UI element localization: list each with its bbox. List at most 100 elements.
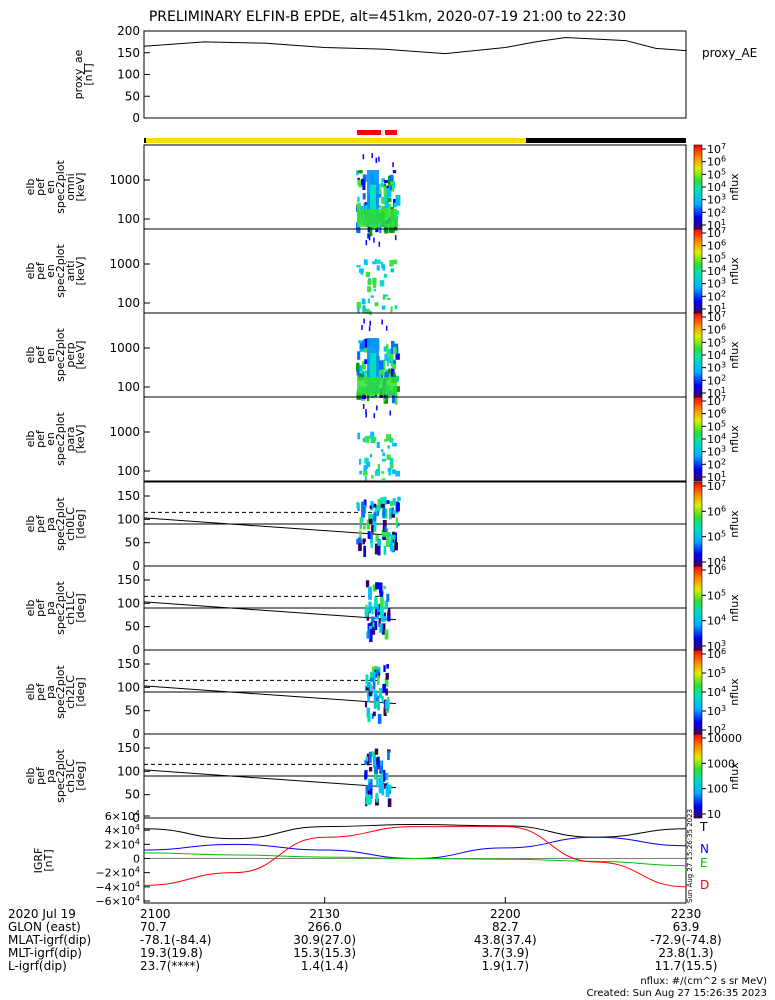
pitch-1-colorbar-tick-label: 103 [707, 639, 726, 653]
units-note: nflux: #/(cm^2 s sr MeV) [640, 976, 767, 987]
pitch-0-pixel [391, 507, 395, 515]
xaxis-row-label-1: GLON (east) [8, 920, 81, 934]
pitch-2-ylabel-line-4: ch2LC [64, 675, 77, 709]
spectrogram-2-colorbar-tick-label: 106 [707, 323, 726, 337]
spectrogram-1-colorbar-tick-label: 106 [707, 239, 726, 253]
spectrogram-3-pixel [387, 467, 392, 472]
pitch-0-ytick-label: 100 [117, 512, 140, 526]
xaxis-row-label-3: MLT-igrf(dip) [8, 946, 82, 960]
pitch-1-ylabel-line-5: [deg] [74, 593, 87, 622]
pitch-1-pixel [372, 584, 377, 592]
spectrogram-0-pixel [381, 196, 386, 204]
pitch-0-pixel [362, 525, 366, 530]
pitch-0-loss-cone [143, 517, 397, 537]
pitch-3-pixel [369, 788, 373, 799]
spectrogram-0-pixel [383, 186, 387, 197]
pitch-2-pixel [384, 678, 389, 687]
pitch-0-pixel [388, 507, 392, 520]
pitch-1-pixel [384, 629, 389, 640]
pitch-0-pixel [363, 499, 367, 508]
pitch-0-pixel [368, 518, 373, 524]
pitch-1-pixel [377, 610, 382, 616]
spectrogram-3-sparse [376, 405, 378, 411]
spectrogram-3-pixel [359, 458, 362, 465]
pitch-1-pixel [374, 620, 378, 630]
spectrogram-1-sparse [394, 235, 397, 241]
spectrogram-2-low [357, 377, 397, 395]
spectrogram-1-ylabel-line-0: elb [24, 263, 37, 280]
spectrogram-2-pixel [391, 340, 395, 349]
pitch-0-pixel [382, 512, 386, 519]
pitch-0-ylabel-line-2: pa [44, 517, 57, 531]
spectrogram-0-pixel [356, 226, 361, 234]
pitch-2-pixel [384, 700, 388, 710]
spectrogram-0-colorbar-tick-label: 102 [707, 205, 726, 219]
spectrogram-2-pixel [361, 371, 365, 380]
pitch-1-pixel [383, 585, 386, 590]
spectrogram-0-ylabel-line-4: omni [64, 173, 77, 200]
pitch-0-colorbar-bar [693, 481, 703, 567]
pitch-0-colorbar-tick-label: 104 [707, 555, 726, 569]
spectrogram-0-pixel [388, 203, 391, 210]
spectrogram-3-colorbar-tick-label: 102 [707, 457, 726, 471]
pitch-0-pixel [369, 513, 374, 523]
pitch-1-pixel [379, 582, 383, 593]
spectrogram-0-ylabel-line-3: spec2plot [54, 160, 67, 214]
pitch-3-pixel [373, 767, 378, 780]
pitch-1-pixel [367, 628, 371, 639]
spectrogram-0-colorbar-label: nflux [728, 173, 741, 201]
spectrogram-2-sparse [381, 319, 383, 325]
pitch-0-pixel [374, 543, 379, 555]
spectrogram-0-pixel [395, 194, 401, 206]
spectrogram-1-pixel [356, 301, 361, 309]
igrf-ytick-label: 2×104 [105, 837, 140, 851]
pitch-0-pixel [359, 530, 362, 538]
spectrogram-1-pixel [379, 280, 385, 287]
spectrogram-2-pixel [356, 392, 361, 400]
spectrogram-3-pixel [389, 462, 394, 469]
pitch-0-pixel [358, 541, 362, 548]
spectrogram-1-data [356, 233, 398, 316]
spectrogram-3-sparse [373, 413, 376, 419]
pitch-3-pixel [375, 793, 379, 803]
spectrogram-3-pixel [369, 453, 373, 458]
pitch-3-colorbar-tick-label: 1000 [707, 757, 735, 770]
spectrogram-2-sparse [363, 318, 365, 324]
pitch-2-pixel [364, 700, 368, 708]
spectrogram-2-ylabel-line-5: [keV] [74, 341, 87, 370]
pitch-0-pixel [363, 545, 367, 558]
spectrogram-2-ylabel-line-4: perp [64, 342, 77, 367]
spectrogram-2-pixel [361, 361, 366, 370]
spectrogram-0-pixel [392, 181, 396, 189]
spectrogram-1-pixel [376, 259, 381, 264]
pitch-0-pixel [356, 538, 359, 545]
igrf-frame [143, 817, 687, 904]
spectrogram-2-colorbar-tick-label: 103 [707, 361, 726, 375]
spectrogram-0-frame [143, 144, 687, 230]
spectrogram-3-pixel [388, 469, 392, 476]
pitch-3-pixel [379, 761, 382, 766]
pitch-0-pixel [369, 505, 372, 509]
pitch-1-pixel [386, 593, 390, 602]
pitch-2-pixel [365, 674, 369, 685]
pitch-2-ylabel-line-3: spec2plot [54, 665, 67, 719]
pitch-0-pixel [383, 545, 387, 555]
pitch-1-ylabel-line-2: pa [44, 601, 57, 615]
pitch-3-colorbar-tick-label: 10000 [707, 732, 742, 745]
spectrogram-1-colorbar-tick-label: 103 [707, 277, 726, 291]
spectrogram-0-ylabel-line-1: pef [34, 177, 47, 196]
igrf-legend-N: N [700, 842, 709, 856]
spectrogram-2-sparse [361, 324, 363, 330]
spectrogram-2-pixel [361, 392, 367, 400]
spectrogram-0-pixel [387, 198, 392, 203]
spectrogram-1-ylabel-line-2: en [44, 264, 57, 278]
spectrogram-1-pixel [393, 259, 398, 265]
spectrogram-0-pixel [362, 174, 367, 182]
spectrogram-3-sparse [389, 410, 391, 416]
pitch-3-pixel [387, 798, 392, 807]
proxy-ae-ytick-label: 50 [125, 89, 140, 103]
pitch-0-pixel [391, 510, 396, 518]
pitch-1-ylabel-line-1: pef [34, 598, 47, 617]
